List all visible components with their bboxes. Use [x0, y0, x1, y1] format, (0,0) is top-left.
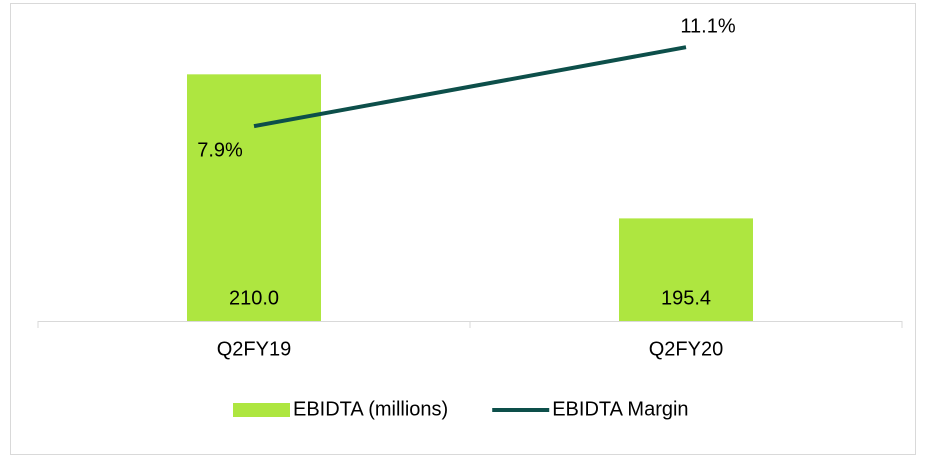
bar-value-label: 210.0 — [229, 287, 279, 309]
line — [253, 45, 687, 129]
legend-label: EBIDTA (millions) — [293, 398, 448, 420]
line-value-label: 11.1% — [680, 15, 735, 37]
legend-swatch — [233, 403, 290, 417]
bar — [187, 74, 321, 321]
legend-label: EBIDTA Margin — [552, 398, 688, 420]
x-tick-label: Q2FY20 — [649, 338, 723, 360]
bar — [619, 218, 753, 321]
chart-border — [10, 3, 916, 455]
x-tick-label: Q2FY19 — [217, 338, 291, 360]
bar-value-label: 195.4 — [661, 287, 711, 309]
line-value-label: 7.9% — [197, 139, 243, 161]
